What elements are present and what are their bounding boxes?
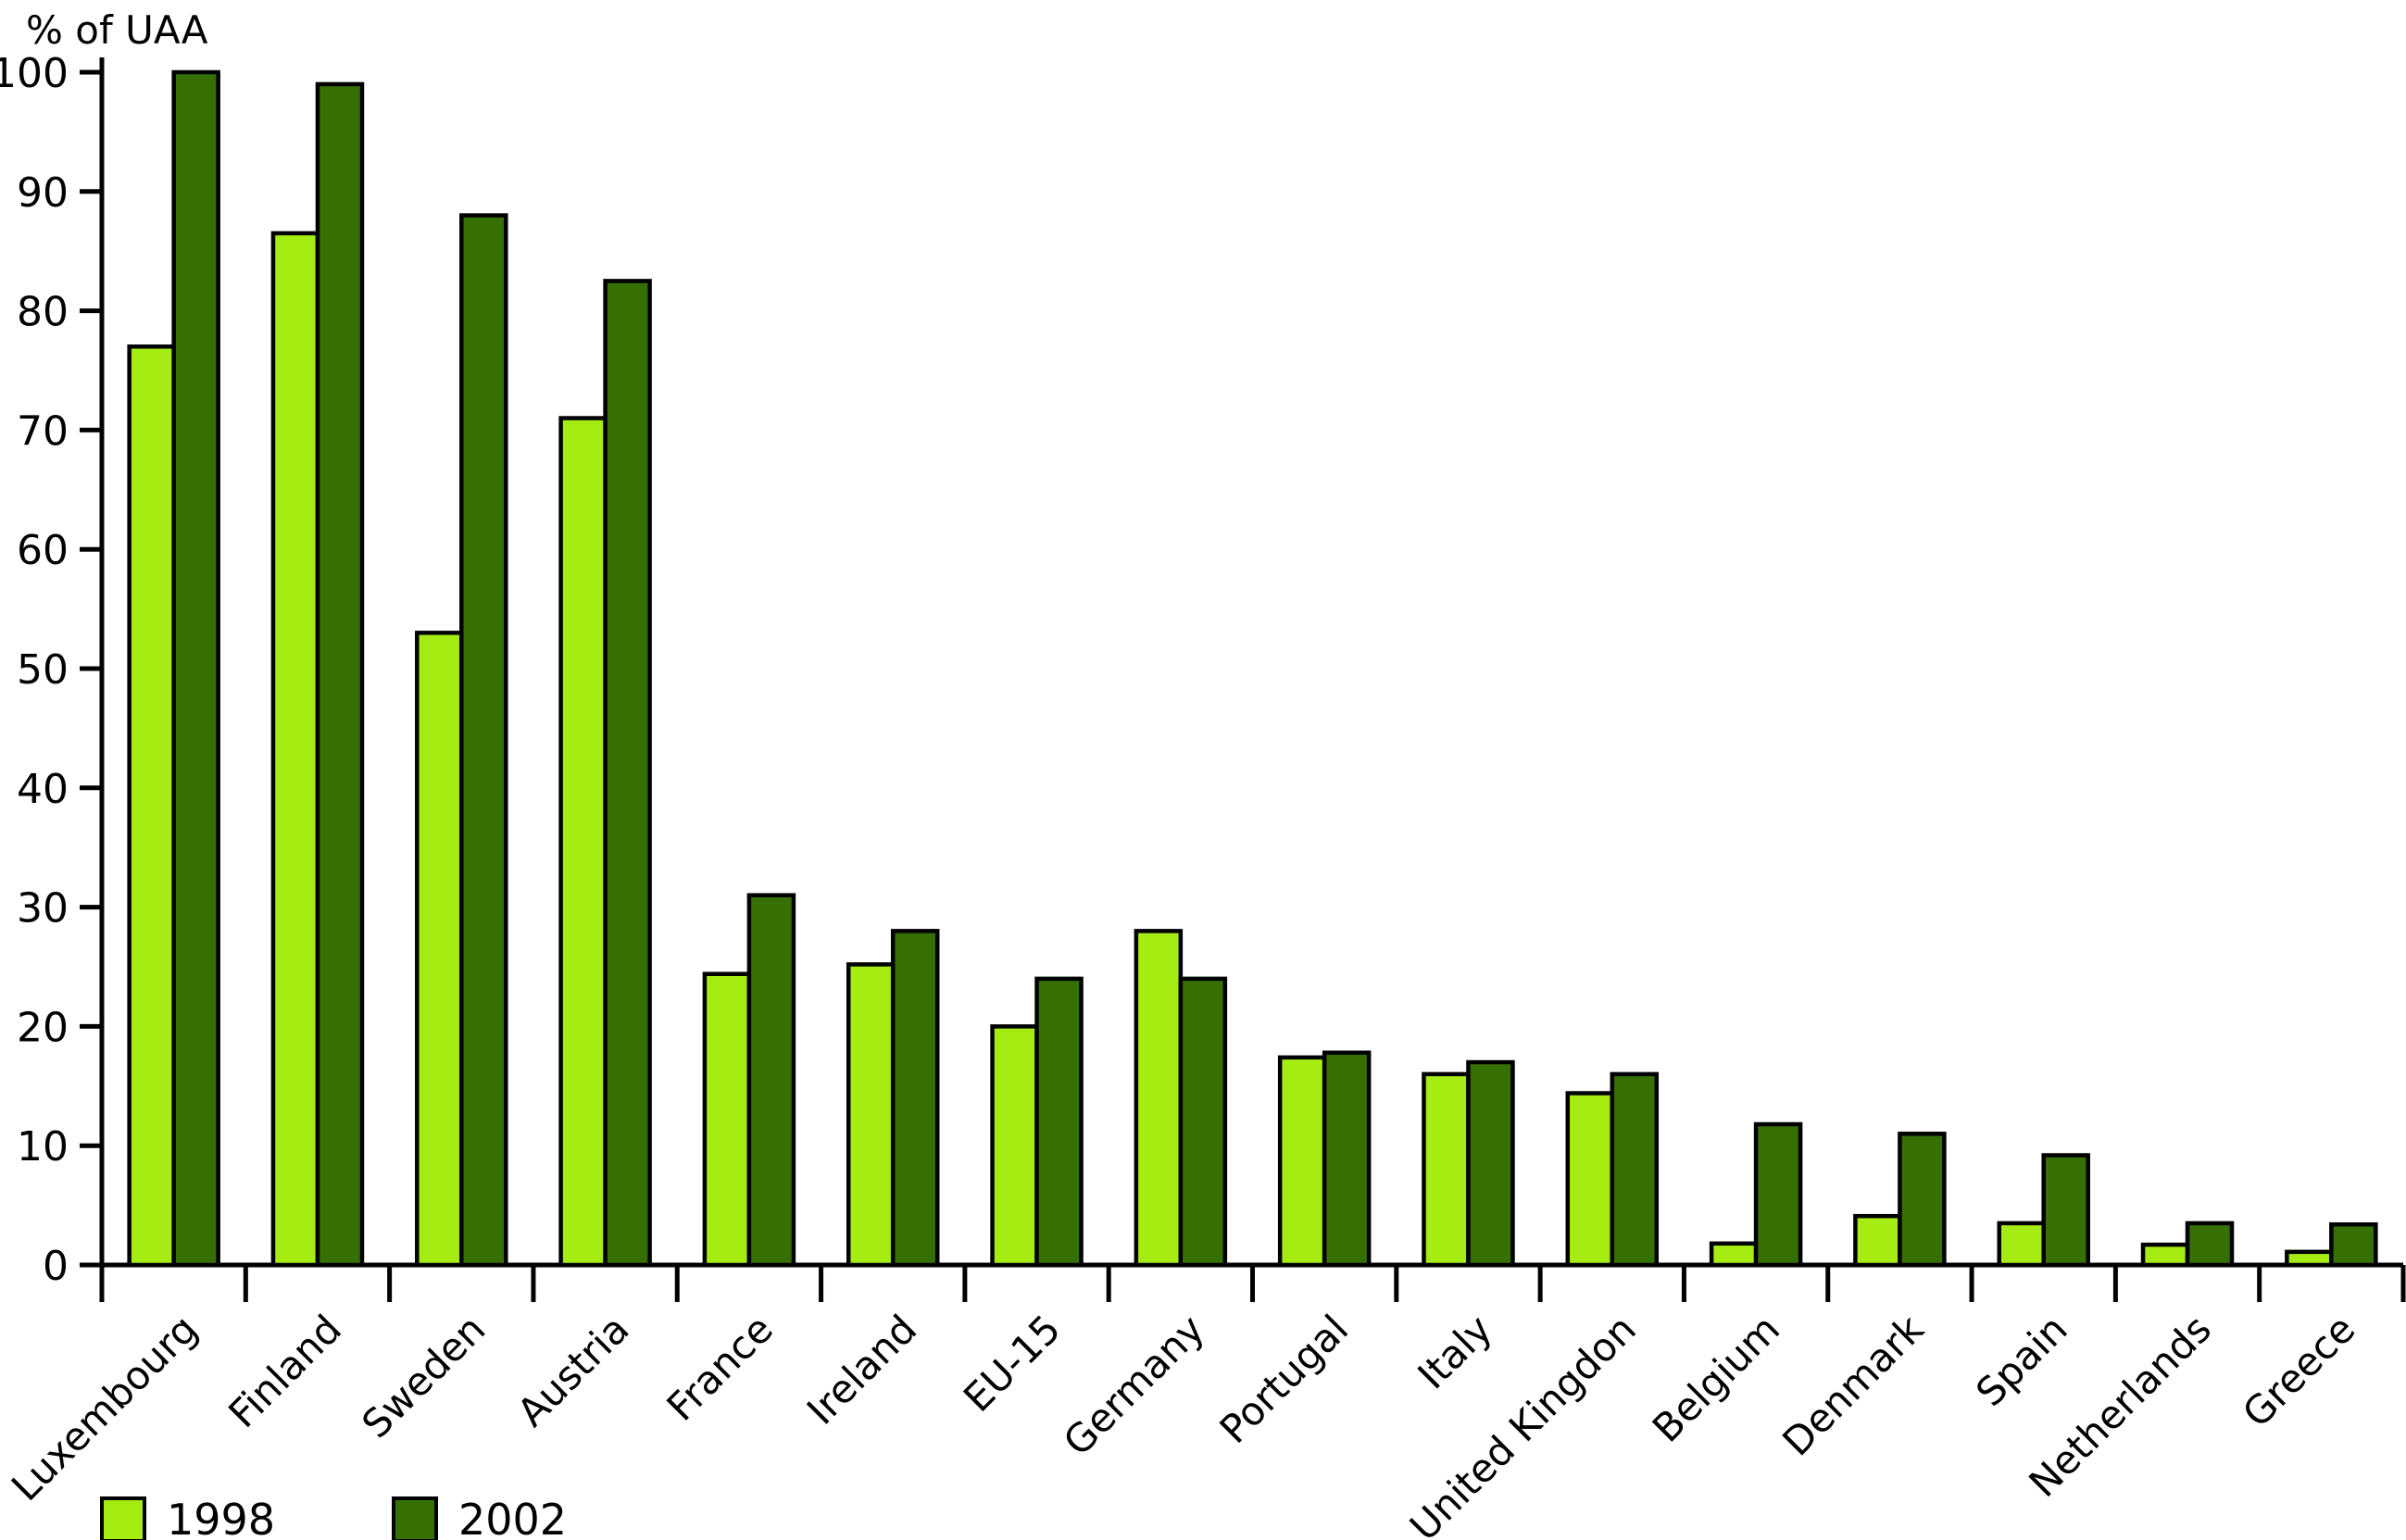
x-label-finland: Finland [219, 1306, 350, 1436]
x-label-eu-15: EU-15 [955, 1306, 1070, 1421]
legend-swatch-1998 [100, 1496, 146, 1540]
bar-eu-15-1998 [990, 1024, 1039, 1268]
legend-label-2002: 2002 [458, 1495, 568, 1540]
x-label-luxembourg: Luxembourg [3, 1306, 207, 1509]
bar-finland-2002 [315, 81, 365, 1268]
y-tick-label-20: 20 [17, 1004, 69, 1051]
bar-austria-2002 [603, 279, 652, 1268]
y-tick-label-30: 30 [17, 885, 69, 933]
bar-eu-15-2002 [1034, 976, 1084, 1268]
bar-united-kingdon-2002 [1610, 1071, 1660, 1268]
bar-united-kingdon-1998 [1565, 1091, 1615, 1268]
bar-germany-1998 [1134, 929, 1184, 1268]
bar-ireland-1998 [846, 962, 896, 1268]
bar-germany-2002 [1178, 976, 1228, 1268]
y-tick-label-40: 40 [17, 766, 69, 813]
x-label-spain: Spain [1967, 1306, 2076, 1415]
x-label-denmark: Denmark [1773, 1306, 1933, 1465]
y-axis-title: % of UAA [26, 7, 208, 53]
bar-greece-2002 [2329, 1221, 2378, 1268]
bar-netherlands-2002 [2185, 1221, 2235, 1268]
legend-item-1998: 1998 [100, 1496, 275, 1540]
x-label-portugal: Portugal [1211, 1306, 1358, 1452]
bar-portugal-1998 [1277, 1055, 1327, 1268]
bar-denmark-2002 [1898, 1132, 1947, 1268]
y-tick-label-0: 0 [43, 1243, 69, 1290]
bar-denmark-1998 [1853, 1213, 1902, 1268]
y-tick-label-60: 60 [17, 527, 69, 574]
legend-swatch-2002 [392, 1496, 438, 1540]
x-label-germany: Germany [1055, 1306, 1213, 1464]
y-tick-label-10: 10 [17, 1123, 69, 1171]
bar-ireland-2002 [890, 929, 940, 1268]
x-label-austria: Austria [508, 1306, 638, 1435]
bar-italy-1998 [1422, 1071, 1471, 1268]
legend-item-2002: 2002 [392, 1496, 567, 1540]
x-label-greece: Greece [2234, 1306, 2363, 1435]
bar-austria-1998 [558, 416, 608, 1268]
bar-belgium-2002 [1753, 1121, 1803, 1268]
bar-luxembourg-1998 [127, 344, 176, 1268]
x-label-belgium: Belgium [1644, 1306, 1788, 1450]
legend-label-1998: 1998 [167, 1495, 276, 1540]
y-tick-label-80: 80 [17, 289, 69, 336]
bar-sweden-1998 [415, 631, 464, 1268]
y-tick-label-100: 100 [0, 50, 69, 97]
y-tick-label-50: 50 [17, 646, 69, 694]
bar-luxembourg-2002 [171, 69, 220, 1268]
bar-italy-2002 [1466, 1059, 1515, 1268]
bar-greece-1998 [2285, 1249, 2334, 1268]
x-label-france: France [658, 1306, 782, 1429]
bar-france-2002 [746, 893, 796, 1268]
bar-finland-1998 [270, 231, 320, 1268]
y-tick-label-70: 70 [17, 407, 69, 455]
x-label-italy: Italy [1409, 1306, 1500, 1397]
bar-sweden-2002 [459, 213, 508, 1268]
bar-portugal-2002 [1322, 1050, 1372, 1268]
bar-france-1998 [702, 971, 752, 1268]
bar-belgium-1998 [1709, 1241, 1759, 1268]
bar-spain-2002 [2041, 1153, 2090, 1268]
x-label-sweden: Sweden [353, 1306, 494, 1446]
x-label-ireland: Ireland [798, 1306, 925, 1433]
bar-netherlands-1998 [2140, 1242, 2190, 1268]
bar-spain-1998 [1997, 1221, 2046, 1268]
y-tick-label-90: 90 [17, 169, 69, 217]
